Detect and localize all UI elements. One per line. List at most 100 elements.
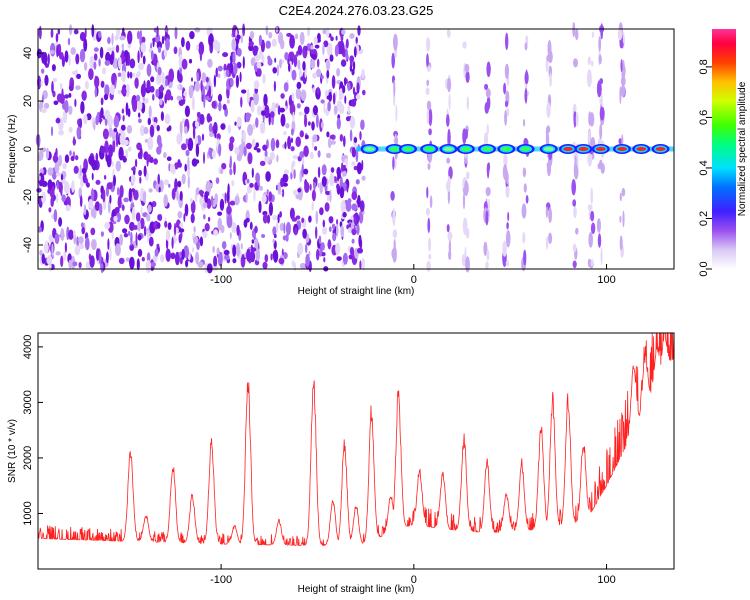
noise-speckle xyxy=(217,217,223,231)
noise-speckle xyxy=(311,201,314,211)
noise-speckle xyxy=(53,100,59,106)
spectrogram-signal-track xyxy=(356,144,674,154)
noise-speckle xyxy=(190,213,195,224)
noise-speckle xyxy=(316,248,320,261)
noise-speckle xyxy=(127,230,131,237)
stripe-speckle xyxy=(572,243,577,253)
noise-speckle xyxy=(68,84,74,92)
noise-speckle xyxy=(121,204,125,211)
noise-speckle xyxy=(155,88,160,98)
noise-speckle xyxy=(110,83,115,95)
noise-speckle xyxy=(318,36,321,42)
noise-speckle xyxy=(80,101,85,114)
noise-speckle xyxy=(208,85,211,99)
noise-speckle xyxy=(55,33,59,43)
noise-speckle xyxy=(113,215,118,222)
signal-blob-core xyxy=(403,147,414,151)
noise-speckle xyxy=(55,117,61,124)
noise-speckle xyxy=(212,125,215,134)
noise-speckle xyxy=(229,136,235,144)
noise-speckle xyxy=(109,54,114,65)
stripe-speckle xyxy=(599,106,605,121)
noise-speckle xyxy=(217,73,221,78)
stripe-speckle xyxy=(591,31,595,38)
noise-speckle xyxy=(49,42,56,57)
noise-speckle xyxy=(303,168,309,175)
noise-speckle xyxy=(136,258,140,271)
noise-speckle xyxy=(174,26,178,40)
noise-speckle xyxy=(336,183,340,190)
noise-speckle xyxy=(220,168,224,175)
noise-speckle xyxy=(156,222,161,229)
stripe-speckle xyxy=(573,109,577,128)
noise-speckle xyxy=(236,116,242,127)
noise-speckle xyxy=(326,42,333,57)
noise-speckle xyxy=(140,217,145,230)
stripe-speckle xyxy=(427,65,431,72)
noise-speckle xyxy=(357,194,361,208)
noise-speckle xyxy=(214,193,218,205)
snr-y-axis-label: SNR (10 * v/v) xyxy=(7,419,18,483)
stripe-speckle xyxy=(619,192,622,202)
noise-speckle xyxy=(245,217,250,223)
noise-speckle xyxy=(156,41,163,50)
snr-panel: -100 0 100 1000 2000 3000 4000 Height of stra… xyxy=(7,332,675,595)
noise-speckle xyxy=(164,113,171,125)
noise-speckle xyxy=(352,86,356,95)
noise-speckle xyxy=(359,131,362,141)
noise-speckle xyxy=(46,255,53,265)
signal-blob-core xyxy=(460,147,471,151)
stripe-speckle xyxy=(425,87,430,96)
noise-speckle xyxy=(283,169,289,175)
noise-speckle xyxy=(143,126,149,135)
noise-speckle xyxy=(297,242,304,255)
noise-speckle xyxy=(139,33,142,46)
noise-speckle xyxy=(47,167,54,176)
stripe-speckle xyxy=(446,29,451,38)
noise-speckle xyxy=(73,165,79,174)
stripe-speckle xyxy=(485,210,489,226)
noise-speckle xyxy=(188,85,194,99)
x-tick-label: 100 xyxy=(597,274,615,286)
noise-speckle xyxy=(208,183,213,188)
noise-speckle xyxy=(329,134,336,140)
noise-speckle xyxy=(94,201,100,212)
noise-speckle xyxy=(321,176,327,187)
noise-speckle xyxy=(207,216,211,222)
noise-speckle xyxy=(156,243,160,248)
noise-speckle xyxy=(184,105,190,118)
stripe-speckle xyxy=(505,32,509,51)
noise-speckle xyxy=(78,262,82,269)
noise-speckle xyxy=(246,248,251,262)
noise-speckle xyxy=(191,247,195,253)
stripe-speckle xyxy=(504,110,508,126)
noise-speckle xyxy=(245,142,252,150)
noise-speckle xyxy=(133,189,139,201)
noise-speckle xyxy=(181,173,186,185)
noise-speckle xyxy=(189,30,195,40)
noise-speckle xyxy=(233,62,238,75)
noise-speckle xyxy=(201,72,207,83)
noise-speckle xyxy=(277,105,281,115)
noise-speckle xyxy=(316,68,322,78)
noise-speckle xyxy=(346,184,349,193)
noise-speckle xyxy=(360,119,365,131)
noise-speckle xyxy=(325,190,331,196)
noise-speckle xyxy=(131,167,136,171)
noise-speckle xyxy=(121,43,125,49)
noise-speckle xyxy=(226,99,230,104)
noise-speckle xyxy=(193,226,196,233)
noise-speckle xyxy=(100,262,104,274)
noise-speckle xyxy=(68,93,72,98)
noise-speckle xyxy=(150,262,157,267)
noise-speckle xyxy=(232,258,237,264)
noise-speckle xyxy=(190,200,196,214)
noise-speckle xyxy=(156,124,160,132)
noise-speckle xyxy=(218,101,222,112)
noise-speckle xyxy=(77,118,80,126)
noise-speckle xyxy=(160,84,164,94)
noise-speckle xyxy=(219,198,225,211)
noise-speckle xyxy=(99,110,102,125)
noise-speckle xyxy=(247,152,253,165)
noise-speckle xyxy=(231,221,237,234)
